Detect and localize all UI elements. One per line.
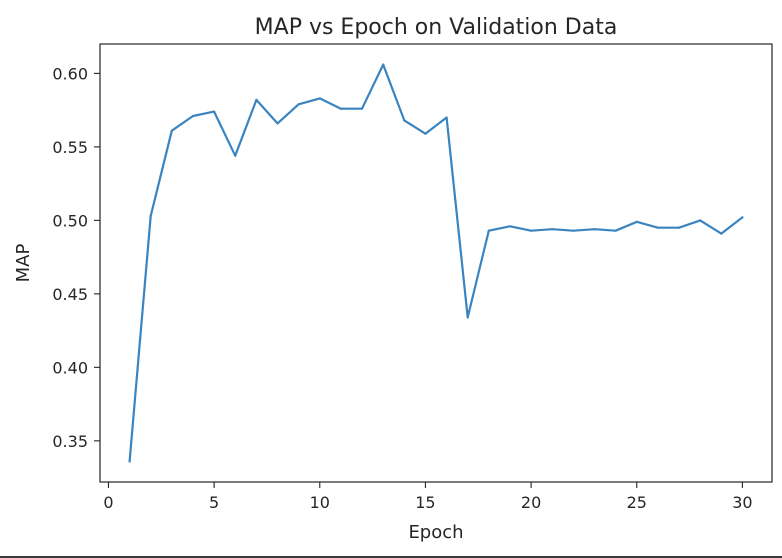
data-point xyxy=(360,107,364,110)
data-point xyxy=(572,229,575,232)
series-line xyxy=(128,63,744,463)
x-axis: 0 5 10 15 20 25 30 xyxy=(103,482,753,512)
data-point xyxy=(170,129,173,132)
data-point xyxy=(424,132,427,135)
x-axis-title: Epoch xyxy=(408,522,463,543)
window-bottom-border xyxy=(0,556,782,558)
y-tick-label: 0.40 xyxy=(52,358,88,377)
data-point xyxy=(508,225,512,228)
y-tick-label: 0.60 xyxy=(52,64,88,83)
y-tick-label: 0.50 xyxy=(52,211,88,230)
data-point xyxy=(339,107,342,110)
data-point xyxy=(635,220,638,223)
data-point xyxy=(297,103,300,106)
chart-title: MAP vs Epoch on Validation Data xyxy=(255,15,618,40)
data-point xyxy=(614,229,617,232)
data-point xyxy=(318,97,321,100)
y-tick-label: 0.35 xyxy=(52,432,88,451)
data-point xyxy=(699,219,702,222)
data-point xyxy=(593,228,596,231)
data-point xyxy=(149,214,152,218)
data-point xyxy=(128,460,131,463)
data-point xyxy=(276,122,279,125)
data-point xyxy=(741,216,744,219)
data-point xyxy=(720,232,723,235)
x-tick-label: 30 xyxy=(732,493,752,512)
y-axis: 0.35 0.40 0.45 0.50 0.55 0.60 xyxy=(52,64,100,451)
data-point xyxy=(466,316,469,319)
data-point xyxy=(656,226,660,229)
data-point xyxy=(487,229,490,232)
plot-frame xyxy=(99,43,773,483)
data-point xyxy=(191,114,195,118)
y-axis-title: MAP xyxy=(13,244,34,283)
series-layer xyxy=(128,63,744,463)
y-tick-label: 0.45 xyxy=(52,285,88,304)
data-point xyxy=(213,110,216,113)
data-point xyxy=(255,98,258,101)
data-point xyxy=(445,116,448,119)
data-point xyxy=(551,228,554,231)
data-point xyxy=(234,154,237,157)
data-point xyxy=(403,119,406,122)
data-point xyxy=(530,229,533,232)
x-tick-label: 25 xyxy=(627,493,647,512)
x-tick-label: 5 xyxy=(209,493,219,512)
x-tick-label: 0 xyxy=(103,493,113,512)
y-tick-label: 0.55 xyxy=(52,138,88,157)
x-tick-label: 15 xyxy=(415,493,435,512)
data-point xyxy=(677,226,681,229)
data-point xyxy=(382,63,385,66)
x-tick-label: 20 xyxy=(521,493,541,512)
x-tick-label: 10 xyxy=(310,493,330,512)
